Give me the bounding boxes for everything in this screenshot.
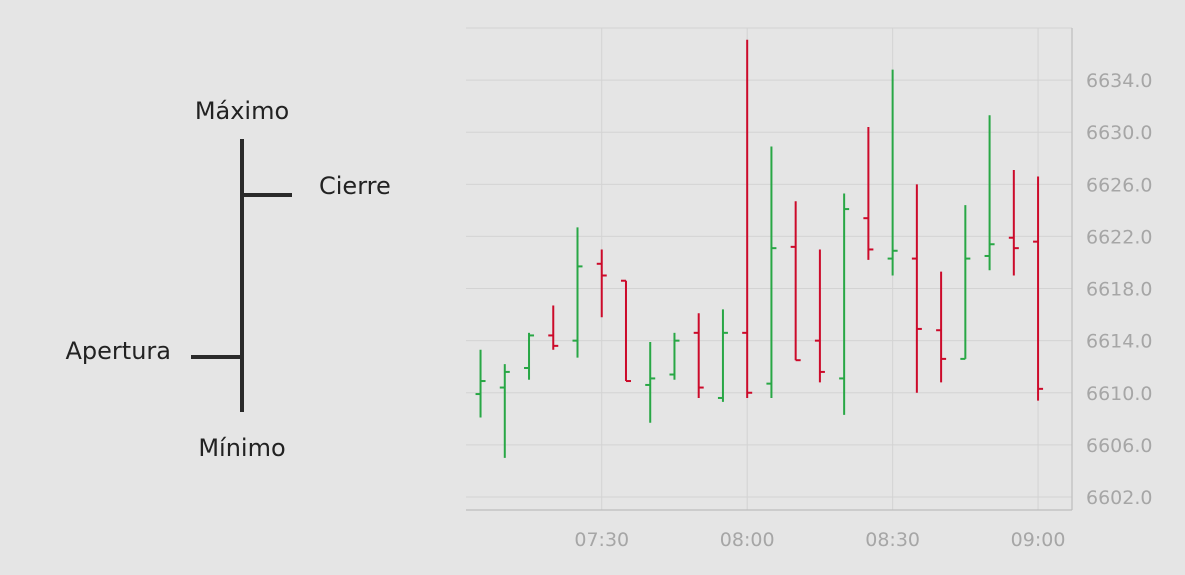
ohlc-bar (984, 115, 995, 271)
x-tick-label: 07:30 (574, 529, 629, 551)
y-tick-label: 6610.0 (1086, 383, 1152, 405)
x-tick-label: 09:00 (1011, 529, 1066, 551)
ohlc-bar (596, 249, 607, 318)
ohlc-bar (475, 349, 486, 418)
legend-high-label: Máximo (195, 97, 289, 125)
y-tick-label: 6626.0 (1086, 174, 1152, 196)
ohlc-bar (766, 146, 777, 398)
ohlc-bar (960, 205, 971, 360)
ohlc-bar (717, 309, 728, 402)
ohlc-bar (814, 249, 825, 383)
ohlc-bar (790, 201, 801, 362)
ohlc-bar (524, 332, 535, 380)
y-tick-label: 6630.0 (1086, 122, 1152, 144)
y-tick-label: 6622.0 (1086, 226, 1152, 248)
ohlc-bar (693, 313, 704, 398)
ohlc-legend: Máximo Cierre Apertura Mínimo (66, 97, 391, 462)
y-tick-label: 6618.0 (1086, 279, 1152, 301)
x-tick-label: 08:00 (720, 529, 775, 551)
ohlc-bar (669, 332, 680, 380)
ohlc-bar (572, 227, 583, 358)
y-tick-label: 6602.0 (1086, 487, 1152, 509)
ohlc-bar (936, 271, 947, 383)
ohlc-bar (911, 184, 922, 393)
ohlc-bar (499, 364, 510, 458)
ohlc-bar (1033, 176, 1044, 401)
chart-grid (466, 27, 1072, 510)
ohlc-bar (620, 279, 631, 383)
ohlc-bar (887, 69, 898, 276)
chart-axes: 6602.0 6606.0 6610.0 6614.0 6618.0 6622.0 6626… (466, 28, 1152, 551)
ohlc-bars (475, 39, 1044, 458)
ohlc-bar (742, 39, 753, 398)
ohlc-bar (548, 305, 559, 350)
x-tick-label: 08:30 (865, 529, 920, 551)
ohlc-bar (863, 127, 874, 260)
y-tick-label: 6614.0 (1086, 331, 1152, 353)
legend-open-label: Apertura (66, 337, 171, 365)
ohlc-bar (1008, 169, 1019, 276)
legend-close-label: Cierre (319, 172, 391, 200)
y-tick-label: 6634.0 (1086, 70, 1152, 92)
legend-low-label: Mínimo (198, 434, 285, 462)
ohlc-bar (839, 193, 850, 415)
ohlc-bar (645, 341, 656, 423)
y-tick-label: 6606.0 (1086, 435, 1152, 457)
